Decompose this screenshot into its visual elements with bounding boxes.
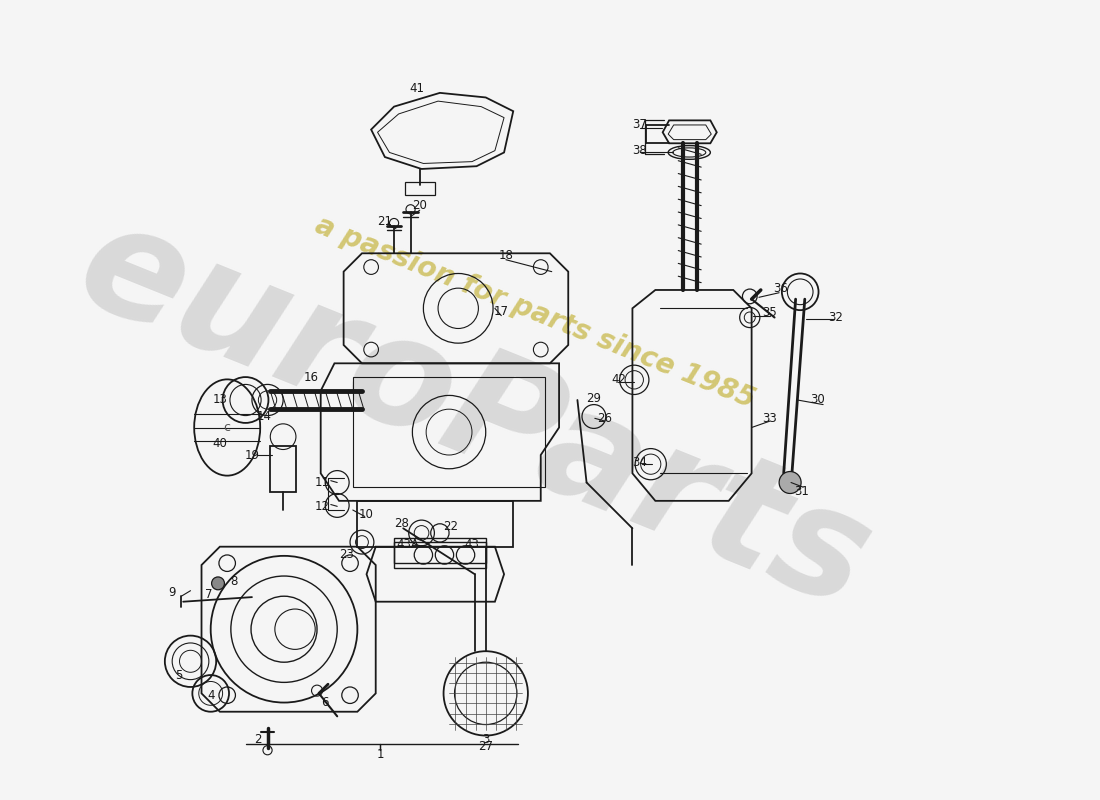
Text: 43: 43 bbox=[464, 538, 480, 551]
Text: 5: 5 bbox=[175, 669, 183, 682]
Text: 16: 16 bbox=[304, 370, 319, 383]
Text: 6: 6 bbox=[321, 696, 329, 709]
Circle shape bbox=[779, 471, 801, 494]
Text: 43A: 43A bbox=[396, 538, 419, 551]
Text: 29: 29 bbox=[586, 392, 602, 405]
Text: 11: 11 bbox=[315, 476, 330, 489]
Text: 9: 9 bbox=[168, 586, 176, 599]
Text: 4: 4 bbox=[207, 689, 215, 702]
Text: 13: 13 bbox=[212, 394, 228, 406]
Text: 31: 31 bbox=[794, 485, 810, 498]
Text: 14: 14 bbox=[256, 410, 272, 423]
Bar bbox=[405, 182, 436, 194]
Text: 7: 7 bbox=[205, 588, 212, 601]
Text: 38: 38 bbox=[632, 144, 647, 157]
Bar bbox=[394, 538, 486, 563]
Text: 30: 30 bbox=[811, 394, 825, 406]
Text: euroParts: euroParts bbox=[58, 189, 891, 641]
Text: 2: 2 bbox=[254, 733, 262, 746]
Text: 35: 35 bbox=[762, 306, 778, 319]
Text: 21: 21 bbox=[377, 214, 393, 228]
Text: 19: 19 bbox=[244, 449, 260, 462]
Text: 18: 18 bbox=[498, 249, 514, 262]
Text: 17: 17 bbox=[494, 305, 509, 318]
Text: c: c bbox=[223, 421, 231, 434]
Text: 23: 23 bbox=[339, 547, 354, 561]
Text: 41: 41 bbox=[409, 82, 425, 94]
Text: 42: 42 bbox=[612, 374, 626, 386]
Text: 1: 1 bbox=[376, 748, 384, 762]
Text: 36: 36 bbox=[773, 282, 789, 294]
Text: 8: 8 bbox=[230, 575, 238, 588]
Text: 20: 20 bbox=[412, 199, 427, 212]
Text: 40: 40 bbox=[212, 437, 228, 450]
Text: 28: 28 bbox=[394, 518, 409, 530]
Bar bbox=[394, 542, 486, 568]
Circle shape bbox=[211, 577, 224, 590]
Text: 26: 26 bbox=[597, 412, 613, 425]
Text: 34: 34 bbox=[632, 456, 647, 469]
Bar bbox=[271, 446, 296, 492]
Text: 22: 22 bbox=[443, 520, 459, 533]
Text: 12: 12 bbox=[315, 500, 330, 513]
Text: 37: 37 bbox=[632, 118, 647, 131]
Text: 27: 27 bbox=[478, 740, 493, 753]
Text: 32: 32 bbox=[828, 311, 844, 324]
Text: 3: 3 bbox=[482, 733, 490, 746]
Text: 33: 33 bbox=[762, 412, 778, 425]
Text: a passion for parts since 1985: a passion for parts since 1985 bbox=[311, 210, 759, 414]
Text: 10: 10 bbox=[359, 508, 374, 521]
